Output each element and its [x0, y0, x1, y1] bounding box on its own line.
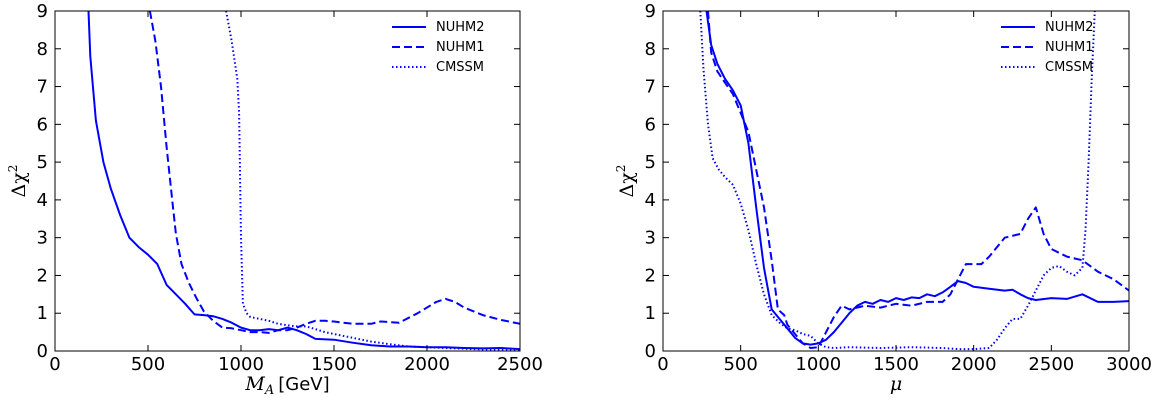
x-tick-label: 2000 [951, 354, 997, 375]
x-tick-label: 500 [131, 354, 165, 375]
x-tick-label: 2500 [1028, 354, 1074, 375]
legend-label-nuhm2: NUHM2 [1045, 20, 1094, 35]
x-tick-label: 2500 [497, 354, 543, 375]
x-axis-label: μ [890, 373, 902, 395]
y-tick-label: 7 [645, 77, 656, 98]
y-tick-label: 2 [645, 265, 656, 286]
y-axis-label: Δχ2 [6, 165, 30, 198]
legend-label-nuhm2: NUHM2 [436, 20, 485, 35]
y-tick-label: 0 [645, 341, 656, 362]
y-tick-label: 6 [37, 114, 48, 135]
y-tick-label: 8 [645, 39, 656, 60]
y-tick-label: 5 [645, 152, 656, 173]
x-tick-label: 1000 [795, 354, 841, 375]
x-tick-label: 3000 [1106, 354, 1152, 375]
legend-label-nuhm1: NUHM1 [436, 40, 485, 55]
left-chart-panel: 0 500 1000 1500 2000 2500 0 1 2 3 4 5 6 7 8 9 MA [GeV] Δχ2… [6, 1, 543, 398]
y-tick-label: 7 [37, 77, 48, 98]
y-tick-label: 1 [37, 303, 48, 324]
x-tick-label: 1500 [873, 354, 919, 375]
x-tick-label: 1500 [311, 354, 357, 375]
y-tick-label: 4 [37, 190, 48, 211]
y-tick-label: 3 [645, 228, 656, 249]
y-tick-label: 2 [37, 265, 48, 286]
x-tick-label: 2000 [404, 354, 450, 375]
y-tick-label: 9 [645, 1, 656, 22]
x-tick-label: 1000 [218, 354, 264, 375]
x-tick-label: 0 [657, 354, 668, 375]
y-tick-label: 6 [645, 114, 656, 135]
right-chart-panel: 0 500 1000 1500 2000 2500 3000 0 1 2 3 4 5 6 7 8 9 μ Δχ2 NU… [614, 1, 1152, 395]
y-tick-label: 9 [37, 1, 48, 22]
x-tick-label: 0 [49, 354, 60, 375]
x-axis-label: MA [GeV] [244, 373, 329, 398]
x-tick-label: 500 [723, 354, 757, 375]
y-tick-label: 5 [37, 152, 48, 173]
y-tick-label: 1 [645, 303, 656, 324]
y-tick-label: 4 [645, 190, 656, 211]
legend-label-cmssm: CMSSM [1045, 60, 1093, 75]
y-axis-label: Δχ2 [614, 165, 638, 198]
legend-label-nuhm1: NUHM1 [1045, 40, 1094, 55]
y-tick-label: 8 [37, 39, 48, 60]
legend-label-cmssm: CMSSM [436, 60, 484, 75]
y-tick-label: 0 [37, 341, 48, 362]
y-tick-label: 3 [37, 228, 48, 249]
